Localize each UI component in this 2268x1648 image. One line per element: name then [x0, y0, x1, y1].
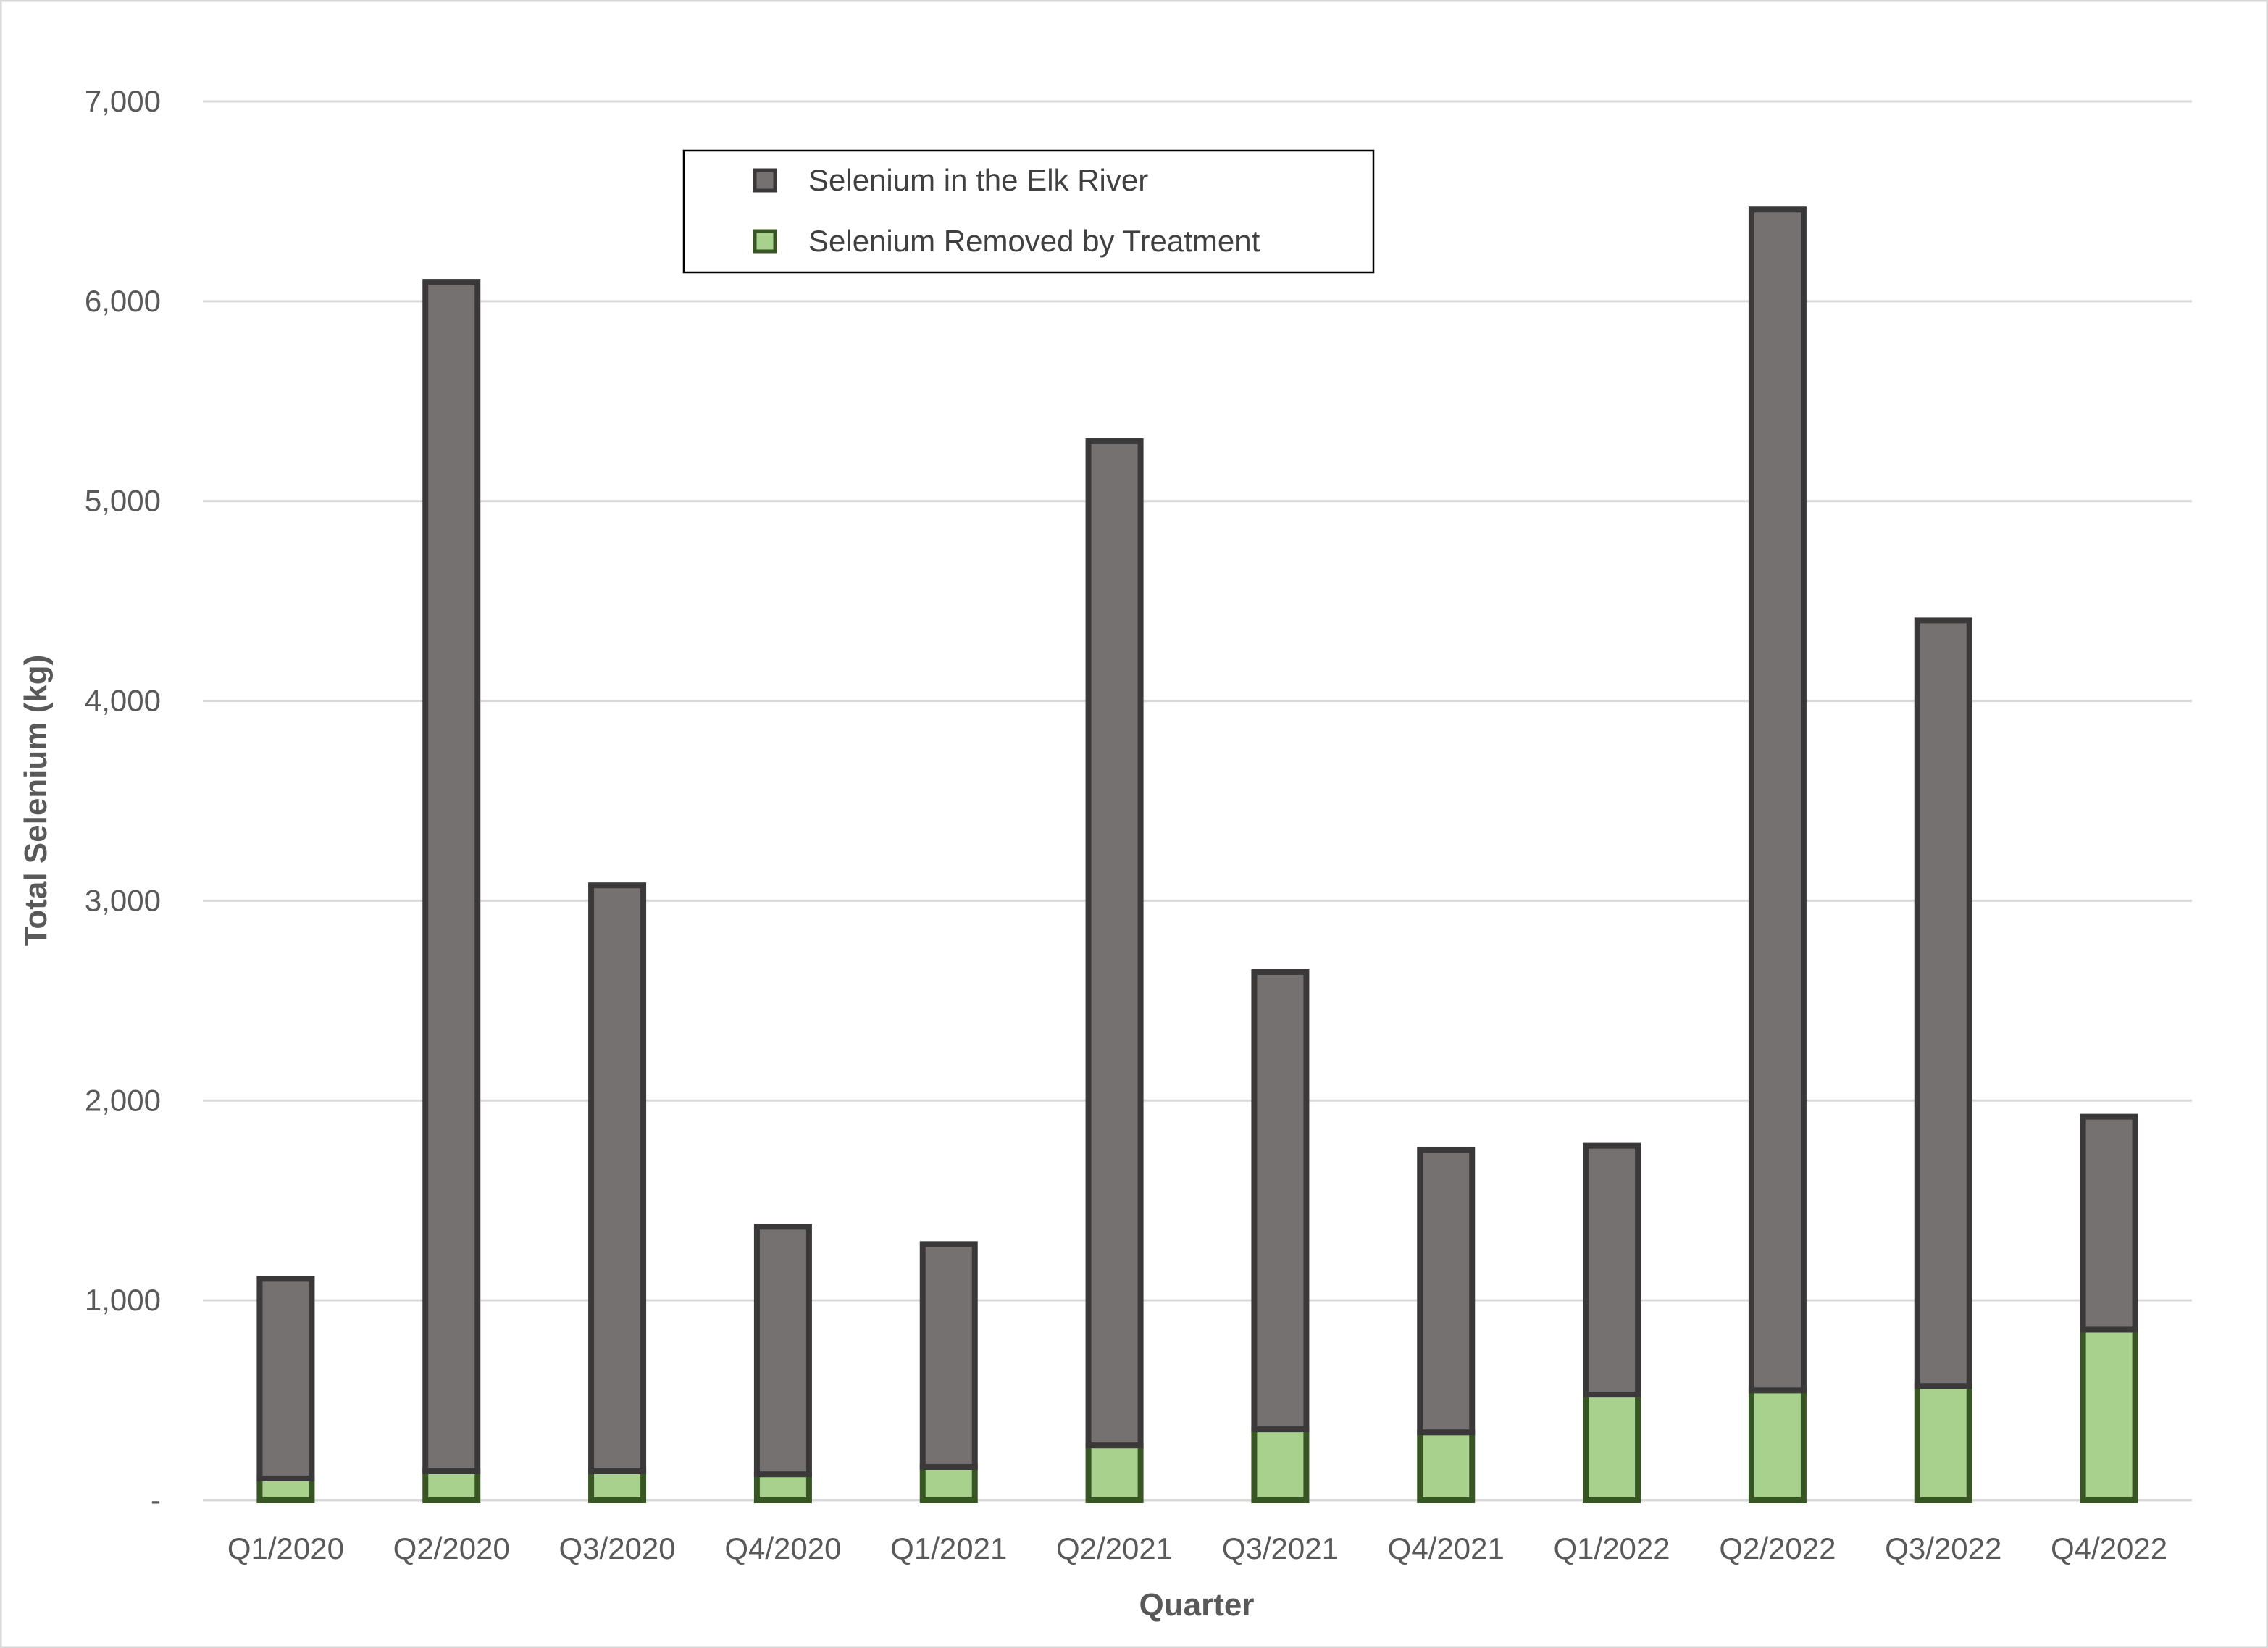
- bar-elk-river: [256, 1276, 315, 1481]
- x-tick-label: Q3/2022: [1885, 1531, 2001, 1565]
- legend-swatch-elk-river: [753, 168, 777, 193]
- bar-removed-by-treatment: [422, 1468, 481, 1504]
- x-tick-label: Q4/2020: [724, 1531, 841, 1565]
- bar-elk-river: [1583, 1142, 1641, 1398]
- bar-elk-river: [588, 882, 647, 1475]
- y-tick-label: 5,000: [85, 484, 161, 518]
- bar-removed-by-treatment: [1914, 1383, 1972, 1503]
- bar-removed-by-treatment: [753, 1471, 812, 1503]
- y-axis-ticks: - 1,000 2,000 3,000 4,000 5,000 6,000 7,000: [85, 84, 161, 1517]
- bar-elk-river: [1417, 1147, 1476, 1436]
- legend-box: [682, 149, 1375, 274]
- x-axis-title: Quarter: [1139, 1587, 1255, 1623]
- bar-elk-river: [1085, 438, 1144, 1449]
- bar-elk-river: [1914, 617, 1972, 1389]
- legend-swatch-removed: [753, 229, 777, 254]
- bars: [256, 206, 2138, 1504]
- bar-elk-river: [919, 1241, 978, 1470]
- x-tick-label: Q2/2022: [1719, 1531, 1836, 1565]
- x-tick-label: Q4/2021: [1388, 1531, 1505, 1565]
- bar-removed-by-treatment: [1417, 1429, 1476, 1504]
- y-tick-label: 4,000: [85, 684, 161, 718]
- bar-removed-by-treatment: [1085, 1442, 1144, 1503]
- y-tick-label: -: [151, 1483, 161, 1517]
- bar-removed-by-treatment: [588, 1468, 647, 1504]
- bar-elk-river: [422, 279, 481, 1475]
- x-tick-label: Q3/2021: [1222, 1531, 1339, 1565]
- bar-elk-river: [2080, 1113, 2138, 1333]
- bar-removed-by-treatment: [1748, 1387, 1807, 1503]
- y-axis-title: Total Selenium (kg): [18, 655, 54, 947]
- y-tick-label: 2,000: [85, 1083, 161, 1117]
- legend-label-removed: Selenium Removed by Treatment: [808, 224, 1260, 258]
- bar-removed-by-treatment: [2080, 1326, 2138, 1503]
- y-tick-label: 1,000: [85, 1283, 161, 1317]
- x-tick-label: Q1/2020: [227, 1531, 344, 1565]
- gridlines: [203, 100, 2192, 1502]
- bar-removed-by-treatment: [919, 1463, 978, 1504]
- x-tick-label: Q1/2021: [890, 1531, 1007, 1565]
- x-tick-label: Q3/2020: [559, 1531, 676, 1565]
- x-tick-label: Q2/2020: [393, 1531, 510, 1565]
- y-tick-label: 3,000: [85, 883, 161, 917]
- x-tick-label: Q4/2022: [2051, 1531, 2167, 1565]
- legend-label-elk-river: Selenium in the Elk River: [808, 163, 1148, 197]
- legend: Selenium in the Elk River Selenium Remov…: [682, 149, 1375, 274]
- bar-elk-river: [753, 1224, 812, 1478]
- x-tick-label: Q2/2021: [1056, 1531, 1173, 1565]
- bar-removed-by-treatment: [1583, 1392, 1641, 1503]
- y-tick-label: 6,000: [85, 284, 161, 318]
- bar-elk-river: [1748, 206, 1807, 1394]
- bar-removed-by-treatment: [1251, 1426, 1310, 1503]
- x-axis-ticks: Q1/2020 Q2/2020 Q3/2020 Q4/2020 Q1/2021 Q2/20…: [227, 1531, 2167, 1565]
- bar-elk-river: [1251, 969, 1310, 1433]
- x-tick-label: Q1/2022: [1554, 1531, 1670, 1565]
- y-tick-label: 7,000: [85, 84, 161, 118]
- bar-removed-by-treatment: [256, 1475, 315, 1503]
